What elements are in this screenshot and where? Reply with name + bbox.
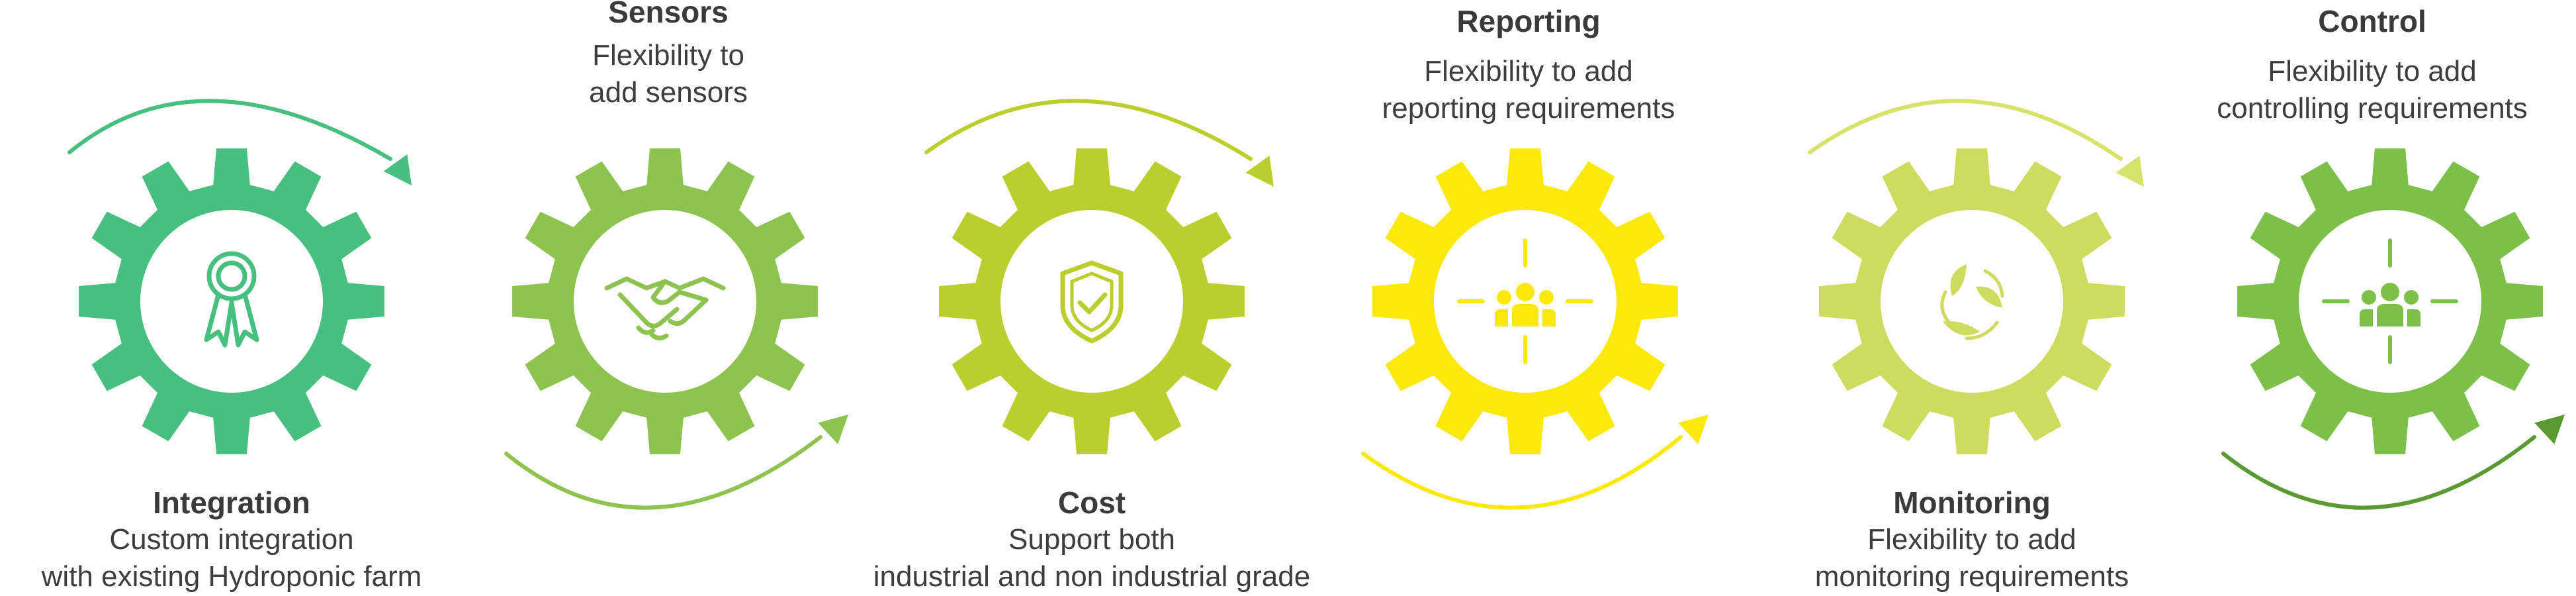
step-reporting-line-2: reporting requirements — [1382, 92, 1675, 124]
recycle-leaves-icon — [1940, 264, 2004, 340]
arrow-control — [2221, 415, 2565, 510]
step-cost-title: Cost — [1057, 485, 1126, 520]
team-focus-icon — [1457, 238, 1593, 364]
shield-check-icon — [1060, 260, 1124, 344]
step-monitoring-title: Monitoring — [1893, 485, 2051, 520]
step-sensors-line-2: add sensors — [589, 76, 748, 109]
step-cost-line-2: industrial and non industrial grade — [873, 560, 1311, 593]
step-control-line-1: Flexibility to add — [2268, 55, 2477, 87]
step-integration-line-1: Custom integration — [109, 523, 354, 556]
gear-monitoring-center — [1881, 210, 2063, 393]
step-integration-label: Integration Custom integration with exis… — [26, 484, 437, 595]
arrow-monitoring — [1808, 99, 2144, 187]
step-control-title: Control — [2318, 4, 2426, 38]
arrow-sensors — [504, 415, 848, 510]
step-sensors-label: Sensors Flexibility to add sensors — [483, 0, 854, 111]
gear-cost-center — [1000, 210, 1183, 393]
step-control-label: Control Flexibility to add controlling r… — [2170, 3, 2574, 127]
award-ribbon-icon — [204, 251, 259, 348]
handshake-icon — [604, 276, 726, 340]
step-sensors-line-1: Flexibility to — [592, 39, 744, 72]
arrow-cost — [924, 99, 1274, 187]
step-monitoring-line-1: Flexibility to add — [1867, 523, 2076, 556]
step-integration-title: Integration — [153, 485, 310, 520]
arrow-integration — [67, 99, 412, 185]
step-reporting-label: Reporting Flexibility to add reporting r… — [1323, 3, 1734, 127]
step-cost-line-1: Support both — [1008, 523, 1175, 556]
step-integration-line-2: with existing Hydroponic farm — [41, 560, 422, 593]
step-monitoring-line-2: monitoring requirements — [1814, 560, 2129, 593]
step-reporting-title: Reporting — [1456, 4, 1601, 38]
step-monitoring-label: Monitoring Flexibility to add monitoring… — [1760, 484, 2184, 595]
step-cost-label: Cost Support both industrial and non ind… — [814, 484, 1370, 595]
team-focus-icon — [2322, 238, 2458, 364]
step-reporting-line-1: Flexibility to add — [1424, 55, 1633, 87]
arrow-reporting — [1361, 415, 1709, 510]
step-sensors-title: Sensors — [608, 0, 729, 29]
step-control-line-2: controlling requirements — [2217, 92, 2528, 124]
